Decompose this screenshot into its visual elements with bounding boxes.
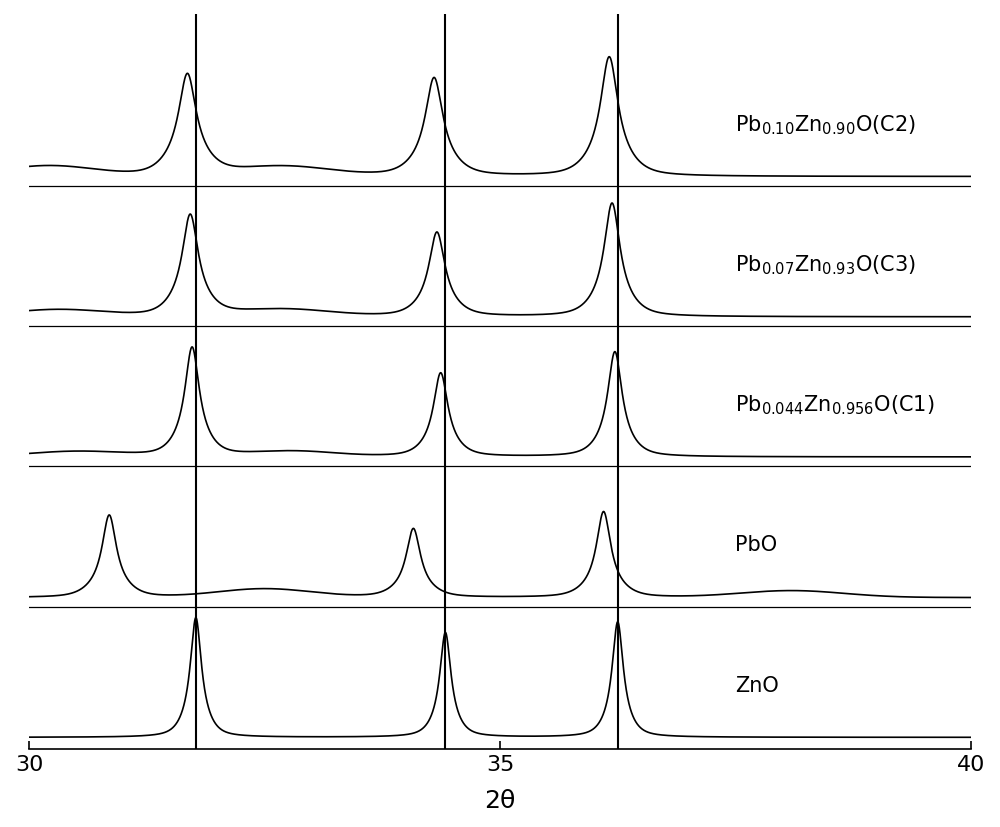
Text: Pb$_{0.07}$Zn$_{0.93}$O(C3): Pb$_{0.07}$Zn$_{0.93}$O(C3) <box>735 253 916 276</box>
Text: Pb$_{0.10}$Zn$_{0.90}$O(C2): Pb$_{0.10}$Zn$_{0.90}$O(C2) <box>735 112 916 136</box>
Text: Pb$_{0.044}$Zn$_{0.956}$O(C1): Pb$_{0.044}$Zn$_{0.956}$O(C1) <box>735 393 935 417</box>
Text: ZnO: ZnO <box>735 675 779 695</box>
Text: PbO: PbO <box>735 535 778 555</box>
X-axis label: 2θ: 2θ <box>484 788 516 812</box>
